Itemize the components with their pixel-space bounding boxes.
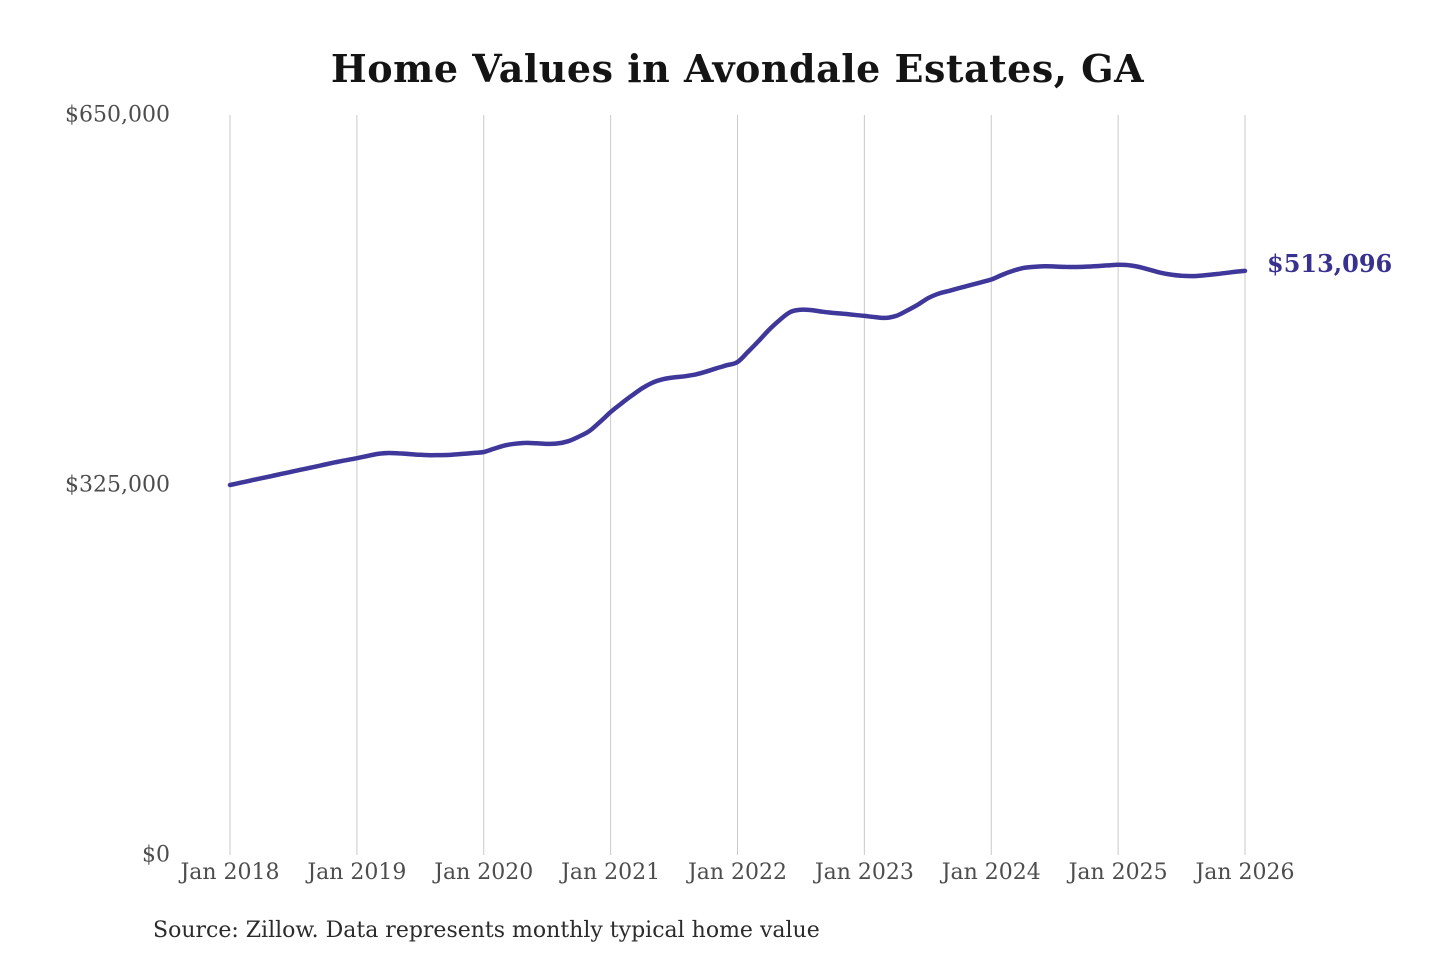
- x-axis-tick-label: Jan 2018: [180, 860, 280, 885]
- gridlines: [229, 115, 1246, 855]
- x-axis-tick-label: Jan 2024: [941, 860, 1041, 885]
- x-axis-tick-label: Jan 2022: [687, 860, 788, 885]
- x-axis-tick-label: Jan 2020: [434, 860, 534, 885]
- latest-value-label: $513,096: [1267, 248, 1393, 278]
- x-axis-tick-label: Jan 2019: [307, 860, 407, 885]
- home-value-line: [227, 262, 1248, 488]
- x-axis-tick-label: Jan 2026: [1195, 860, 1295, 885]
- x-axis-tick-label: Jan 2025: [1068, 860, 1168, 885]
- y-axis-tick-label: $325,000: [65, 472, 170, 498]
- source-note: Source: Zillow. Data represents monthly …: [153, 918, 820, 943]
- y-axis-tick-label: $650,000: [65, 102, 170, 128]
- chart-title: Home Values in Avondale Estates, GA: [330, 46, 1145, 91]
- y-axis-tick-label: $0: [142, 842, 170, 868]
- x-axis-tick-label: Jan 2021: [561, 860, 661, 885]
- x-axis-tick-label: Jan 2023: [814, 860, 914, 885]
